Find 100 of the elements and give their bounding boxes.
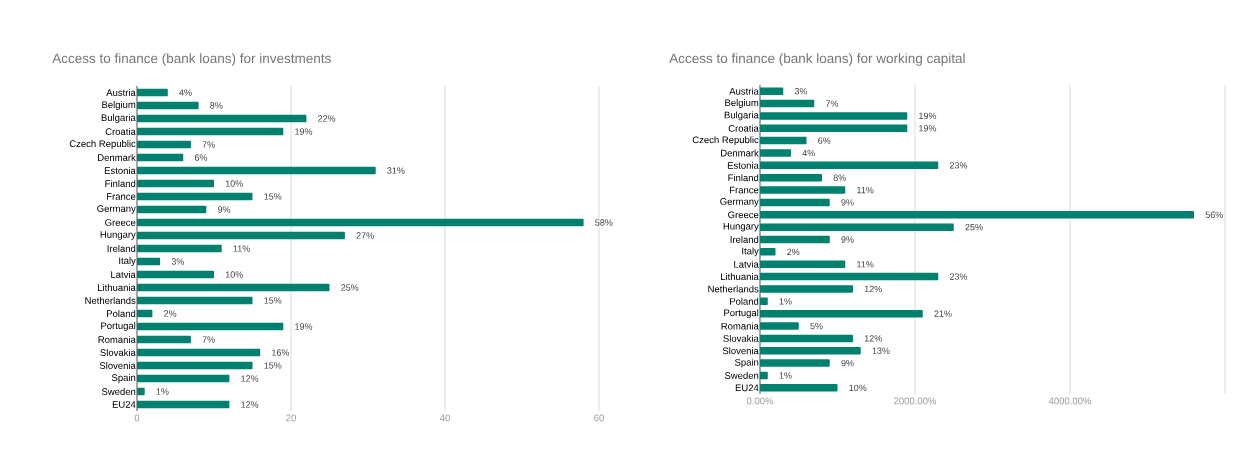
data-label: 21%: [934, 310, 952, 317]
bar: [137, 114, 307, 123]
data-label: 7%: [202, 336, 215, 343]
y-tick-label: Hungary: [723, 222, 759, 232]
y-tick-label: Slovenia: [722, 347, 759, 355]
bar: [760, 384, 838, 392]
bar: [137, 218, 584, 227]
y-tick-label: Finland: [105, 180, 136, 187]
bar: [760, 272, 939, 281]
data-label: 15%: [264, 362, 282, 369]
data-label: 6%: [194, 154, 208, 161]
bar: [760, 334, 854, 343]
y-tick-label: Netherlands: [708, 285, 759, 293]
data-label: 16%: [272, 349, 290, 356]
y-tick-label: EU24: [735, 384, 759, 392]
data-label: 9%: [217, 206, 231, 213]
data-label: 15%: [264, 297, 282, 304]
data-label: 19%: [919, 125, 937, 132]
bar: [137, 127, 284, 136]
data-label: 4%: [179, 89, 192, 96]
x-tick-label: 0.00%: [746, 397, 774, 405]
data-label: 7%: [202, 141, 215, 148]
y-tick-label: EU24: [112, 401, 136, 408]
y-tick-label: Czech Republic: [692, 136, 759, 146]
data-label: 9%: [841, 359, 854, 367]
y-tick-label: France: [107, 193, 136, 200]
data-label: 5%: [810, 322, 823, 330]
bar: [137, 179, 215, 188]
data-label: 56%: [1205, 211, 1223, 218]
bar: [760, 322, 799, 330]
data-label: 19%: [295, 128, 313, 135]
data-label: 25%: [965, 223, 983, 231]
bar: [760, 87, 784, 95]
y-tick-label: Slovakia: [723, 334, 759, 342]
bar: [137, 322, 284, 331]
y-tick-label: Hungary: [100, 231, 136, 240]
bar: [137, 296, 253, 305]
y-tick-label: Croatia: [105, 128, 136, 135]
data-label: 9%: [841, 236, 854, 243]
x-tick-label: 60: [594, 414, 604, 422]
y-tick-label: Ireland: [107, 245, 136, 252]
data-label: 3%: [794, 88, 808, 95]
data-label: 19%: [919, 112, 937, 120]
y-tick-label: Lithuania: [98, 284, 136, 291]
bar: [760, 285, 854, 293]
bar: [137, 166, 376, 175]
x-tick-label: 20: [286, 414, 296, 422]
bar: [760, 112, 908, 120]
y-tick-label: Croatia: [728, 124, 759, 132]
y-tick-label: Estonia: [727, 161, 759, 169]
data-label: 1%: [779, 372, 792, 379]
y-tick-label: Bulgaria: [101, 114, 136, 123]
y-tick-label: Netherlands: [85, 297, 136, 304]
y-tick-label: Lithuania: [721, 273, 759, 281]
y-tick-label: Slovenia: [99, 362, 136, 369]
data-label: 7%: [825, 100, 839, 107]
chart-title: Access to finance (bank loans) for investments: [52, 53, 331, 66]
y-tick-label: Greece: [728, 211, 759, 219]
bar: [760, 359, 830, 367]
y-tick-label: Italy: [119, 257, 136, 266]
y-tick-label: Slovakia: [100, 349, 136, 356]
data-label: 12%: [241, 401, 259, 408]
bar: [137, 335, 191, 344]
y-tick-label: Romania: [721, 322, 759, 330]
data-label: 25%: [341, 284, 359, 291]
bar: [760, 149, 792, 157]
bar: [137, 192, 253, 201]
data-label: 15%: [264, 193, 282, 200]
bar: [760, 186, 846, 194]
data-label: 10%: [225, 180, 243, 187]
y-tick-label: Romania: [98, 336, 136, 343]
data-label: 31%: [387, 167, 405, 174]
bar: [760, 223, 954, 231]
data-label: 2%: [787, 248, 800, 256]
y-tick-label: Belgium: [102, 101, 136, 110]
bar: [760, 260, 846, 268]
y-tick-label: Poland: [730, 297, 759, 305]
bar: [137, 101, 199, 110]
bar: [760, 173, 823, 182]
bar: [137, 88, 168, 97]
data-label: 11%: [857, 261, 874, 268]
bar: [137, 244, 222, 253]
data-label: 11%: [857, 186, 874, 194]
bar: [760, 198, 830, 207]
data-label: 11%: [233, 245, 250, 252]
bar: [137, 348, 261, 357]
y-tick-label: Sweden: [101, 388, 136, 395]
y-tick-label: Germany: [97, 205, 136, 214]
y-tick-label: Italy: [742, 247, 759, 257]
y-tick-label: Spain: [734, 358, 759, 368]
data-label: 22%: [318, 115, 336, 122]
data-label: 10%: [849, 384, 867, 392]
bar: [760, 124, 908, 133]
bar: [137, 374, 230, 383]
y-tick-label: Portugal: [724, 309, 759, 319]
y-tick-label: Bulgaria: [724, 111, 759, 121]
bar: [137, 283, 330, 292]
bar: [137, 309, 153, 318]
data-label: 27%: [356, 232, 374, 239]
y-tick-label: Denmark: [721, 149, 759, 157]
